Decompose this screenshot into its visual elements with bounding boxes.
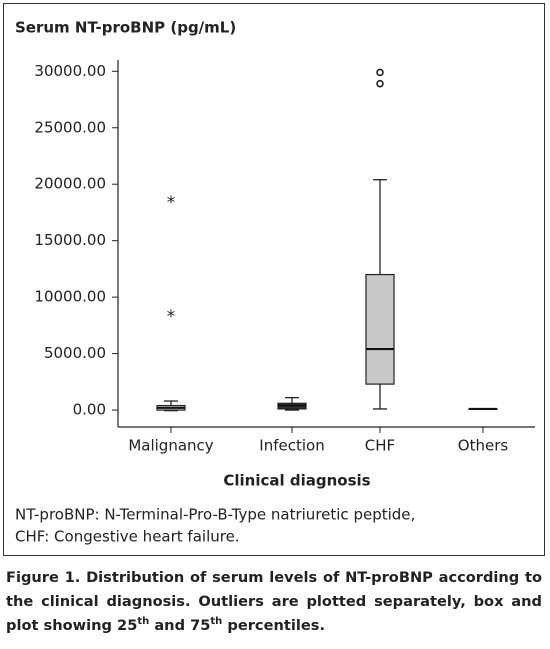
y-tick-label: 10000.00 [34,288,106,306]
caption-text: and 75 [149,617,211,634]
y-tick-label: 30000.00 [34,62,106,80]
y-tick-label: 25000.00 [34,118,106,136]
y-tick-label: 20000.00 [34,175,106,193]
x-tick-label: Malignancy [128,437,213,455]
caption-text: Figure 1. Distribution of serum levels o… [6,569,542,634]
y-tick-label: 15000.00 [34,231,106,249]
x-tick-label: CHF [365,437,395,455]
caption: Figure 1. Distribution of serum levels o… [6,566,542,638]
footnote: CHF: Congestive heart failure. [15,528,240,546]
outlier [376,68,384,77]
chart: Serum NT-proBNP (pg/mL) Clinical diagnos… [15,19,535,546]
box [365,273,395,385]
outlier: * [167,307,176,327]
y-tick-label: 0.00 [73,401,106,419]
x-tick-label: Infection [259,437,324,455]
x-axis-title: Clinical diagnosis [223,472,370,490]
caption-sup: th [210,616,223,628]
outlier [376,79,384,88]
footnote: NT-proBNP: N-Terminal-Pro-B-Type natriur… [15,506,415,524]
x-tick-label: Others [458,437,509,455]
caption-sup: th [137,616,150,628]
figure-frame [3,3,545,556]
outlier: * [167,193,176,213]
caption-text: percentiles. [222,617,325,634]
y-tick-label: 5000.00 [44,344,106,362]
y-axis-title: Serum NT-proBNP (pg/mL) [15,19,236,37]
